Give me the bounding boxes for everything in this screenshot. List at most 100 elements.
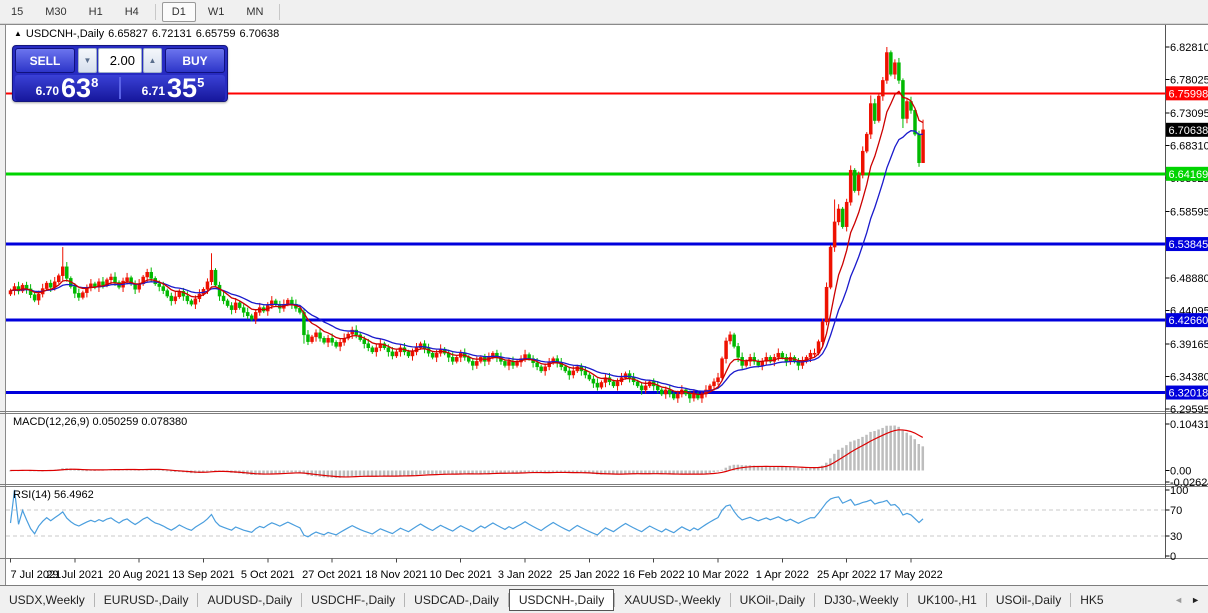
collapse-trade-panel-icon[interactable]: ▲ <box>14 29 22 38</box>
svg-text:6.73095: 6.73095 <box>1170 108 1208 120</box>
svg-text:6.82810: 6.82810 <box>1170 42 1208 54</box>
tab-separator <box>301 592 303 607</box>
tab-separator <box>985 592 987 607</box>
svg-text:6.64169: 6.64169 <box>1169 169 1208 181</box>
timeframe-button-mn[interactable]: MN <box>246 5 264 18</box>
price-badge: 6.70638 <box>1166 122 1208 137</box>
tab-separator <box>814 592 816 607</box>
ohlc-close: 6.70638 <box>239 28 280 40</box>
tab-separator <box>614 592 616 607</box>
svg-text:30: 30 <box>1170 531 1182 543</box>
svg-text:-0.02624: -0.02624 <box>1170 477 1208 489</box>
svg-text:20 Aug 2021: 20 Aug 2021 <box>108 569 170 581</box>
ohlc-open: 6.65827 <box>108 28 148 40</box>
rsi-indicator-label: RSI(14) 56.4962 <box>13 489 94 501</box>
macd-indicator-label: MACD(12,26,9) 0.050259 0.078380 <box>13 416 188 428</box>
ohlc-high: 6.72131 <box>151 28 192 40</box>
buy-price-big: 35 <box>167 73 198 103</box>
tab-separator <box>93 592 95 607</box>
svg-text:6.29595: 6.29595 <box>1170 404 1208 416</box>
timeframe-button-15[interactable]: 15 <box>11 5 24 18</box>
chart-tab-usdcad-daily[interactable]: USDCAD-,Daily <box>414 592 499 607</box>
chart-tab-usdx-weekly[interactable]: USDX,Weekly <box>9 592 85 607</box>
tab-separator <box>1070 592 1072 607</box>
svg-text:29 Jul 2021: 29 Jul 2021 <box>46 569 103 581</box>
ohlc-low: 6.65759 <box>195 28 236 40</box>
timeframe-button-d1[interactable]: D1 <box>161 1 196 22</box>
svg-text:17 May 2022: 17 May 2022 <box>879 569 943 581</box>
svg-text:6.75998: 6.75998 <box>1169 88 1208 100</box>
svg-text:3 Jan 2022: 3 Jan 2022 <box>498 569 552 581</box>
timeframe-toolbar: 15 M30 H1 H4 D1 W1 MN <box>0 0 1208 24</box>
svg-text:6.34380: 6.34380 <box>1170 371 1208 383</box>
chart-tab-hk5[interactable]: HK5 <box>1080 592 1104 607</box>
price-badge: 6.75998 <box>1166 86 1208 101</box>
sell-price-pip: 8 <box>91 75 99 90</box>
symbol-title: USDCNH-,Daily <box>25 28 105 40</box>
svg-text:10 Dec 2021: 10 Dec 2021 <box>430 569 492 581</box>
toolbar-separator <box>154 3 156 20</box>
chart-tab-ukoil-daily[interactable]: UKOil-,Daily <box>739 592 806 607</box>
volume-decrease-button[interactable]: ▼ <box>78 48 97 73</box>
timeframe-button-h1[interactable]: H1 <box>88 5 103 18</box>
symbol-ohlc-line: ▲ USDCNH-,Daily 6.65827 6.72131 6.65759 6.706… <box>14 28 283 40</box>
chart-tab-usdchf-daily[interactable]: USDCHF-,Daily <box>311 592 396 607</box>
svg-text:0.104313: 0.104313 <box>1170 419 1208 431</box>
svg-text:100: 100 <box>1170 485 1188 497</box>
svg-text:6.32018: 6.32018 <box>1169 388 1208 400</box>
buy-button[interactable]: BUY <box>165 48 225 73</box>
svg-text:6.48880: 6.48880 <box>1170 273 1208 285</box>
svg-text:6.39165: 6.39165 <box>1170 339 1208 351</box>
svg-text:6.68310: 6.68310 <box>1170 141 1208 153</box>
svg-text:25 Jan 2022: 25 Jan 2022 <box>559 569 620 581</box>
volume-increase-button[interactable]: ▲ <box>143 48 162 73</box>
chart-tab-usoil-daily[interactable]: USOil-,Daily <box>995 592 1062 607</box>
sell-price-big: 63 <box>61 73 92 103</box>
one-click-trading-panel: SELL ▼ ▲ BUY 6.70 63 8 6.71 35 5 <box>12 45 228 102</box>
svg-text:0: 0 <box>1170 551 1176 563</box>
svg-text:6.78025: 6.78025 <box>1170 75 1208 87</box>
svg-text:6.53845: 6.53845 <box>1169 239 1208 251</box>
chart-tab-audusd-daily[interactable]: AUDUSD-,Daily <box>207 592 293 607</box>
candlestick-series[interactable] <box>8 47 925 403</box>
timeframe-button-m30[interactable]: M30 <box>45 5 67 18</box>
svg-text:16 Feb 2022: 16 Feb 2022 <box>623 569 685 581</box>
sell-price-prefix: 6.70 <box>35 84 60 98</box>
svg-text:6.42660: 6.42660 <box>1169 315 1208 327</box>
price-badge: 6.64169 <box>1166 166 1208 181</box>
chart-tab-xauusd-weekly[interactable]: XAUUSD-,Weekly <box>624 592 721 607</box>
svg-text:25 Apr 2022: 25 Apr 2022 <box>817 569 876 581</box>
svg-text:13 Sep 2021: 13 Sep 2021 <box>172 569 234 581</box>
buy-price[interactable]: 6.71 35 5 <box>121 73 225 103</box>
chart-tab-bar: USDX,Weekly EURUSD-,Daily AUDUSD-,Daily USD… <box>0 586 1208 613</box>
toolbar-separator <box>279 3 281 20</box>
svg-text:18 Nov 2021: 18 Nov 2021 <box>365 569 427 581</box>
volume-input[interactable] <box>98 48 142 73</box>
timeframe-button-h4[interactable]: H4 <box>124 5 139 18</box>
price-divider <box>119 77 121 99</box>
timeframe-button-w1[interactable]: W1 <box>207 5 225 18</box>
chart-tab-eurusd-daily[interactable]: EURUSD-,Daily <box>103 592 189 607</box>
tab-scroll-right-icon[interactable]: ► <box>1191 594 1200 605</box>
price-badge: 6.32018 <box>1166 385 1208 400</box>
sell-button[interactable]: SELL <box>15 48 75 73</box>
svg-text:7 Jul 2021: 7 Jul 2021 <box>11 569 62 581</box>
chart-tab-uk100-h1[interactable]: UK100-,H1 <box>917 592 977 607</box>
tab-separator <box>404 592 406 607</box>
svg-text:6.70638: 6.70638 <box>1169 125 1208 137</box>
tab-separator <box>507 592 509 607</box>
sell-price[interactable]: 6.70 63 8 <box>15 73 119 103</box>
svg-text:27 Oct 2021: 27 Oct 2021 <box>302 569 362 581</box>
tab-scroll-left-icon[interactable]: ◄ <box>1174 594 1184 605</box>
tab-separator <box>729 592 731 607</box>
svg-text:5 Oct 2021: 5 Oct 2021 <box>241 569 295 581</box>
svg-text:0.00: 0.00 <box>1170 466 1191 478</box>
svg-text:70: 70 <box>1170 505 1182 517</box>
chart-tab-dj30-weekly[interactable]: DJ30-,Weekly <box>824 592 899 607</box>
svg-text:1 Apr 2022: 1 Apr 2022 <box>756 569 809 581</box>
chart-tab-usdcnh-daily[interactable]: USDCNH-,Daily <box>508 588 615 611</box>
price-badge: 6.53845 <box>1166 237 1208 252</box>
